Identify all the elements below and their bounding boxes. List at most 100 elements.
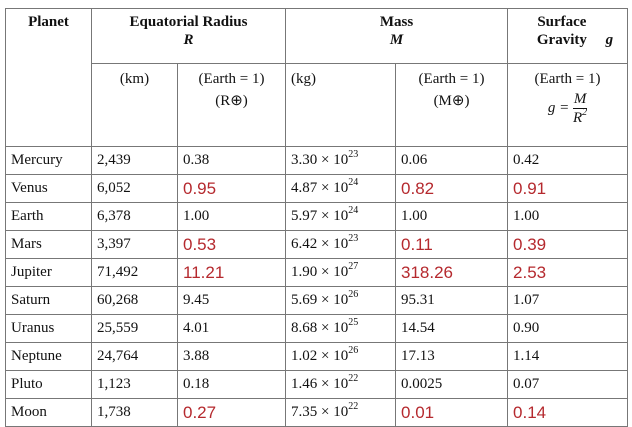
table-cell: 0.39: [507, 230, 629, 259]
radius-header: Equatorial Radius R: [90, 8, 287, 64]
table-cell: Moon: [5, 398, 92, 427]
table-cell: 4.87 × 1024: [285, 174, 397, 203]
cell-text: 3,397: [97, 236, 131, 252]
formula-numerator: M: [572, 91, 588, 109]
table-cell: 0.06: [395, 146, 509, 175]
table-cell: 0.07: [507, 370, 629, 399]
cell-text: 1.00: [183, 208, 210, 224]
table-cell: 0.53: [176, 230, 287, 259]
mass-exponent: 26: [348, 289, 359, 300]
formula-lhs: g =: [547, 99, 570, 116]
cell-text: Saturn: [11, 292, 51, 308]
cell-text: Venus: [11, 180, 48, 196]
table-cell: 0.42: [507, 146, 629, 175]
table-cell: 9.45: [176, 286, 287, 315]
table-cell: 1.00: [395, 202, 509, 231]
mass-exponent: 24: [348, 205, 359, 216]
table-cell: 14.54: [395, 314, 509, 343]
mass-base: 8.68 × 10: [291, 320, 349, 336]
header-row: Planet Equatorial Radius R Mass M Surface …: [5, 8, 629, 147]
planet-header: Planet: [5, 8, 92, 147]
cell-text: 9.45: [183, 292, 210, 308]
table-row: Mercury 2,439 0.38 3.30 × 1023 0.06 0.42: [5, 146, 629, 175]
table-cell: 11.21: [176, 258, 287, 287]
cell-text: 0.90: [513, 320, 540, 336]
table-cell: 4.01: [176, 314, 287, 343]
table-cell: 0.27: [176, 398, 287, 427]
subheader-cell: (km): [91, 63, 178, 147]
subheader-cell: (kg): [285, 63, 397, 147]
mass-base: 6.42 × 10: [291, 236, 349, 252]
table-cell: 0.11: [395, 230, 509, 259]
subheader-cell: (Earth = 1) g = M R2: [507, 63, 629, 147]
table-cell: Venus: [5, 174, 92, 203]
subheader-cell: (Earth = 1) (M⊕): [395, 63, 509, 147]
cell-text: Uranus: [11, 320, 55, 336]
formula-power: 2: [582, 107, 588, 118]
mass-exponent: 23: [348, 149, 359, 160]
mass-base: 3.30 × 10: [291, 152, 349, 168]
table-cell: 8.68 × 1025: [285, 314, 397, 343]
mass-exponent: 22: [348, 373, 359, 384]
mass-base: 1.02 × 10: [291, 348, 349, 364]
table-cell: 2.53: [507, 258, 629, 287]
table-cell: 1.14: [507, 342, 629, 371]
cell-text: 3.88: [183, 348, 210, 364]
table-row: Earth 6,378 1.00 5.97 × 1024 1.00 1.00: [5, 202, 629, 231]
cell-text: Pluto: [11, 376, 43, 392]
table-cell: 71,492: [91, 258, 178, 287]
table-cell: 3.88: [176, 342, 287, 371]
subheader-text: (km): [119, 71, 150, 87]
table-cell: 0.82: [395, 174, 509, 203]
cell-text: 1.07: [513, 292, 540, 308]
table-cell: Pluto: [5, 370, 92, 399]
cell-text: 4.01: [183, 320, 210, 336]
table-body: Mercury 2,439 0.38 3.30 × 1023 0.06 0.42 Venus…: [5, 146, 629, 427]
cell-text: 17.13: [401, 348, 435, 364]
cell-text: 0.82: [401, 179, 435, 198]
cell-text: 0.39: [513, 235, 547, 254]
table-cell: 6.42 × 1023: [285, 230, 397, 259]
cell-text: 2.53: [513, 263, 547, 282]
subheader-cell: (Earth = 1) (R⊕): [176, 63, 287, 147]
subheader-text: (Earth = 1): [418, 71, 485, 87]
cell-text: 318.26: [401, 263, 454, 282]
mass-exponent: 24: [348, 177, 359, 188]
cell-text: Earth: [11, 208, 44, 224]
cell-text: 60,268: [97, 292, 139, 308]
table-cell: 6,378: [91, 202, 178, 231]
cell-text: 0.06: [401, 152, 428, 168]
subheader-row: (km) (Earth = 1) (R⊕) (kg) (Earth = 1) (M⊕…: [6, 63, 629, 147]
header-text: Surface Gravity: [536, 14, 587, 48]
table-cell: 0.90: [507, 314, 629, 343]
cell-text: 14.54: [401, 320, 435, 336]
table-cell: Mars: [5, 230, 92, 259]
mass-exponent: 25: [348, 317, 359, 328]
mass-exponent: 26: [348, 345, 359, 356]
header-symbol: R: [183, 32, 194, 48]
cell-text: 0.42: [513, 152, 540, 168]
mass-header: Mass M: [285, 8, 509, 64]
cell-text: 1.00: [401, 208, 428, 224]
cell-text: 6,378: [97, 208, 131, 224]
table-row: Mars 3,397 0.53 6.42 × 1023 0.11 0.39: [5, 230, 629, 259]
mass-base: 7.35 × 10: [291, 404, 349, 420]
header-text: Mass: [379, 14, 414, 30]
table-cell: 1.00: [507, 202, 629, 231]
formula-fraction: M R2: [572, 90, 588, 127]
cell-text: 11.21: [183, 263, 225, 282]
mass-base: 4.87 × 10: [291, 180, 349, 196]
cell-text: 0.01: [401, 403, 435, 422]
cell-text: 1,123: [97, 376, 131, 392]
table-cell: 60,268: [91, 286, 178, 315]
table-cell: 17.13: [395, 342, 509, 371]
mass-exponent: 22: [348, 401, 359, 412]
cell-text: 25,559: [97, 320, 139, 336]
cell-text: 6,052: [97, 180, 131, 196]
cell-text: 0.95: [183, 179, 217, 198]
table-row: Uranus 25,559 4.01 8.68 × 1025 14.54 0.90: [5, 314, 629, 343]
table-cell: 0.01: [395, 398, 509, 427]
cell-text: Mars: [11, 236, 42, 252]
table-row: Saturn 60,268 9.45 5.69 × 1026 95.31 1.07: [5, 286, 629, 315]
